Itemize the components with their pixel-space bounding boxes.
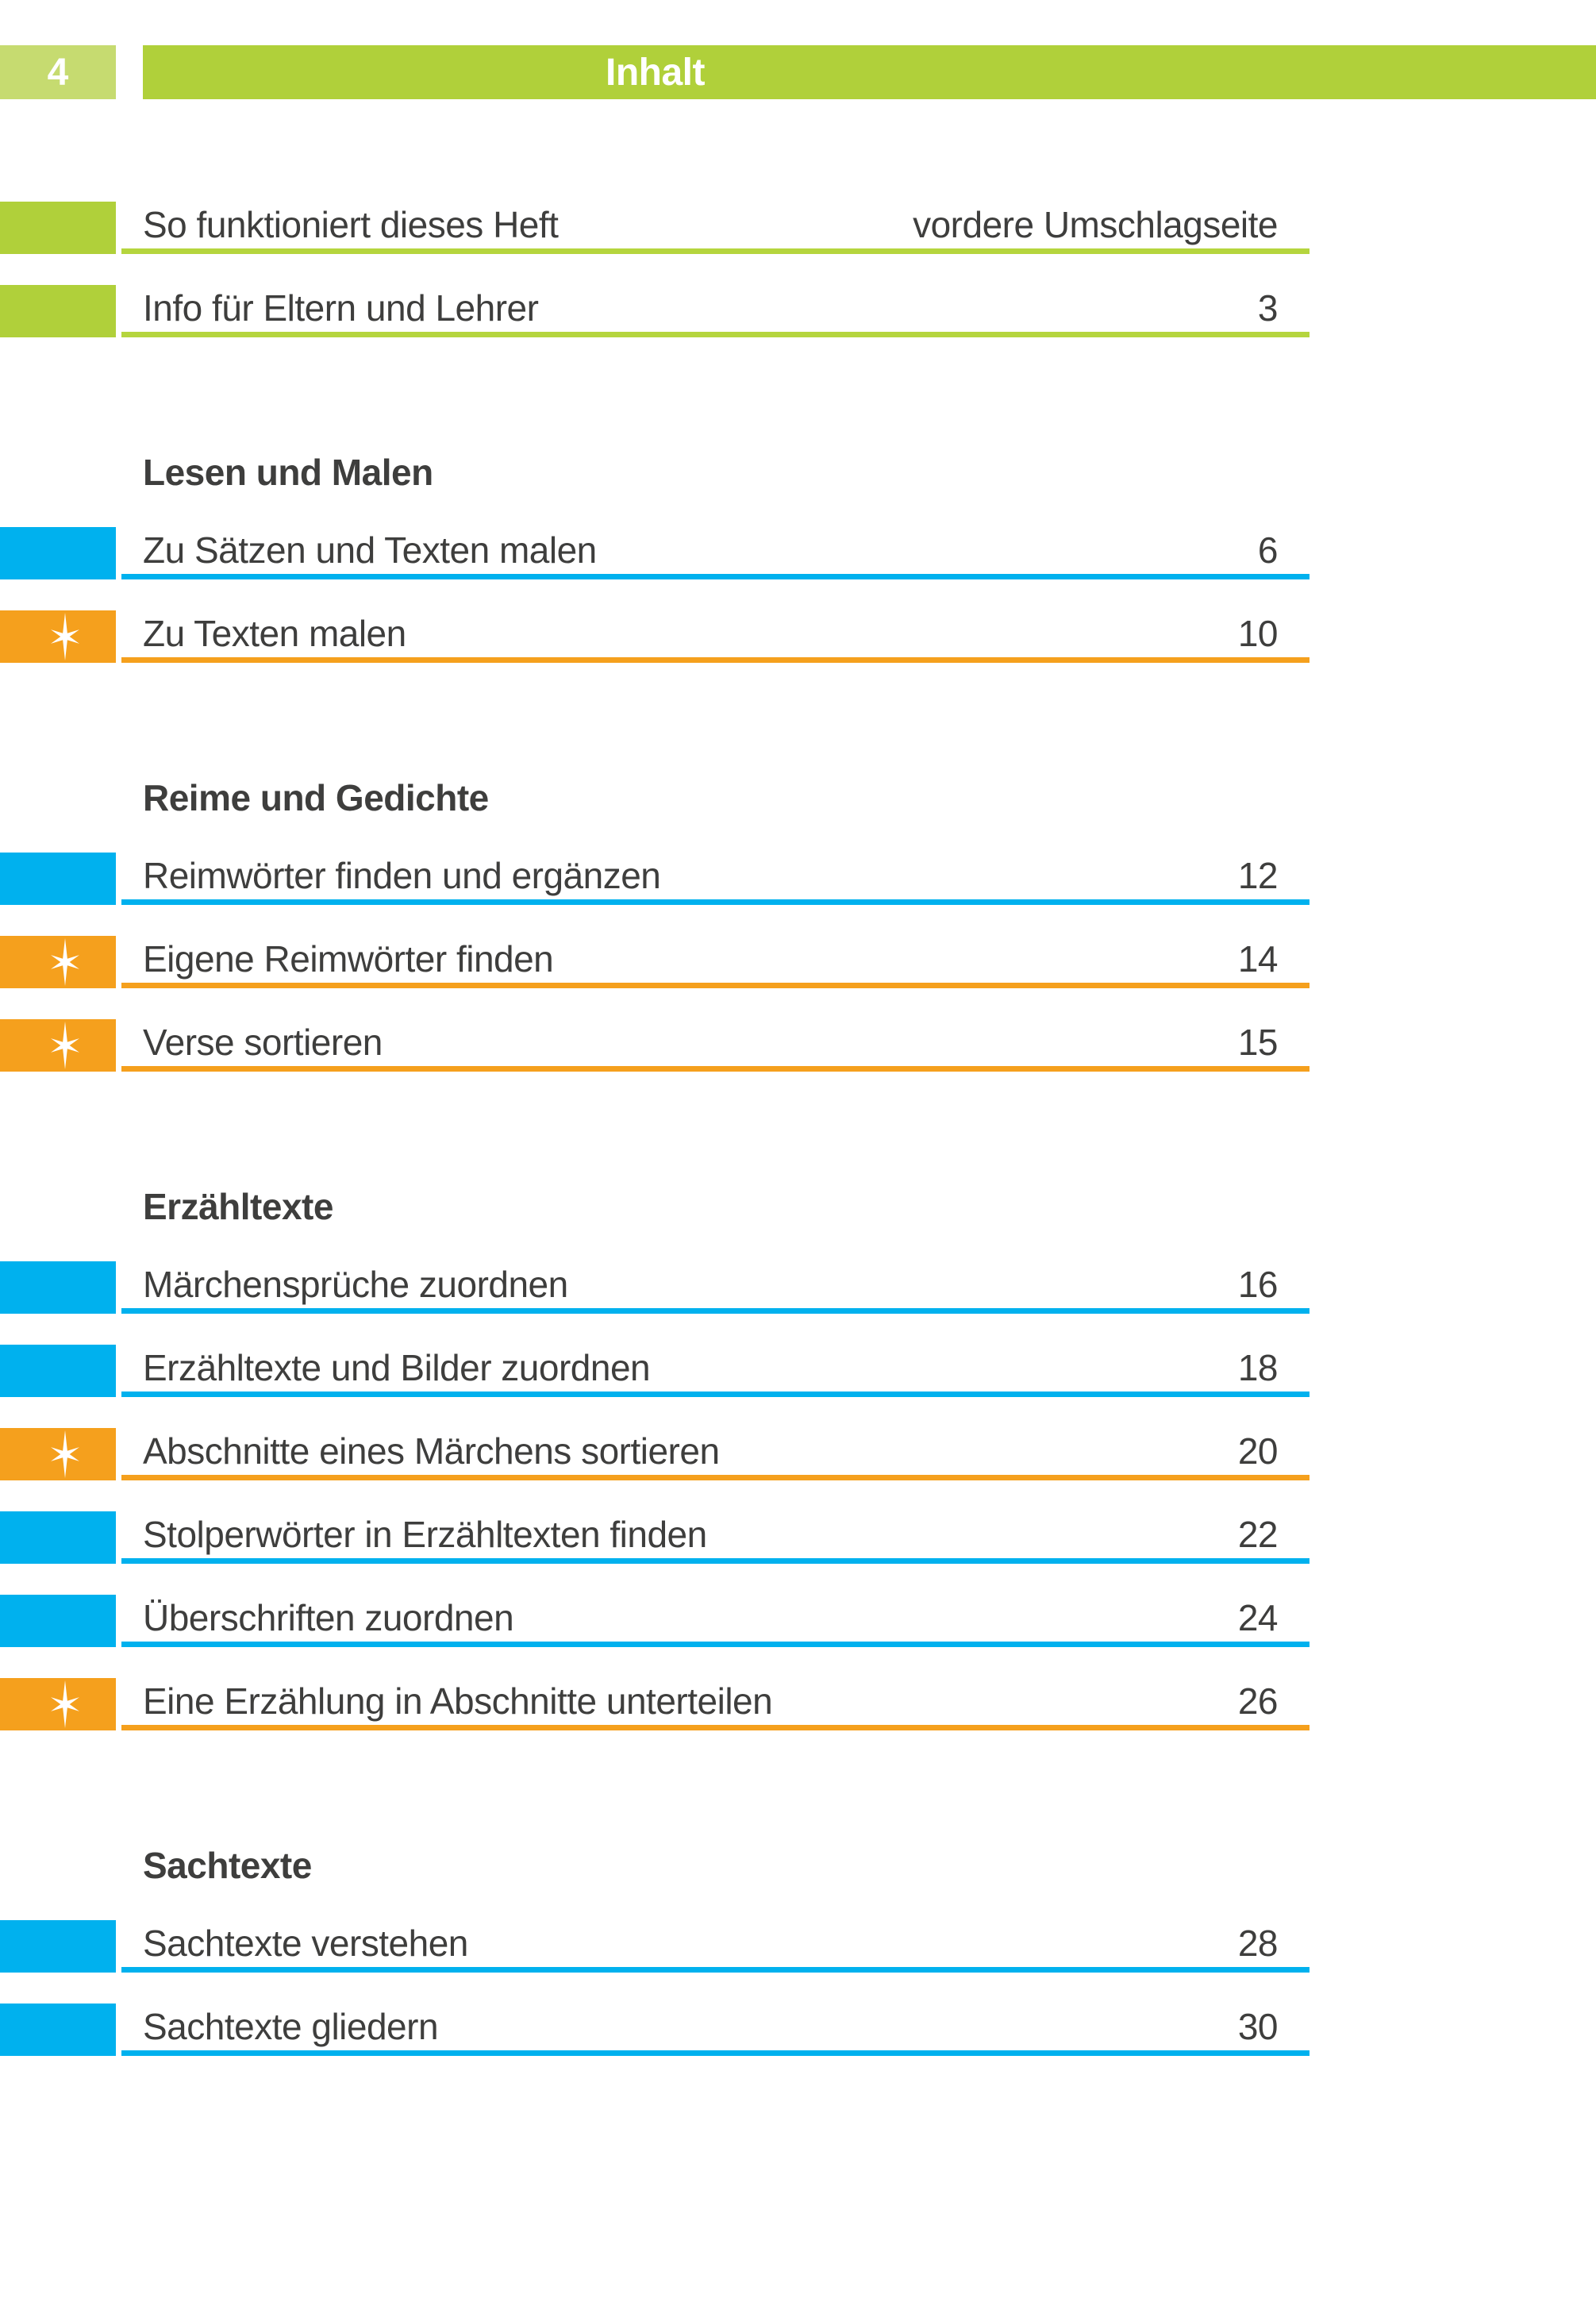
toc-section: Sachtexte Sachtexte verstehen 28 Sachtex… bbox=[0, 1761, 1596, 2087]
toc-entry-label: Überschriften zuordnen bbox=[143, 1597, 514, 1638]
toc-row: Märchensprüche zuordnen 16 bbox=[0, 1261, 1596, 1314]
page-container: { "page": { "number": "4", "title": "Inh… bbox=[0, 45, 1596, 2298]
row-underline bbox=[121, 1725, 1309, 1730]
toc-entry-page: 18 bbox=[1237, 1347, 1279, 1388]
toc-entry-label: Info für Eltern und Lehrer bbox=[143, 287, 539, 329]
toc-entry-label: Erzähltexte und Bilder zuordnen bbox=[143, 1347, 651, 1388]
toc-entry-label: Stolperwörter in Erzähltexten finden bbox=[143, 1514, 707, 1555]
header-bar bbox=[143, 45, 1596, 99]
toc-row: Erzähltexte und Bilder zuordnen 18 bbox=[0, 1345, 1596, 1397]
toc-section: So funktioniert dieses Heft vordere Umsc… bbox=[0, 99, 1596, 368]
row-underline bbox=[121, 2050, 1309, 2056]
toc-row: Eigene Reimwörter finden 14 bbox=[0, 936, 1596, 988]
starburst-icon bbox=[51, 1430, 79, 1479]
toc-entry-label: So funktioniert dieses Heft bbox=[143, 204, 559, 245]
toc-entry-page: 26 bbox=[1237, 1680, 1279, 1722]
starburst-icon bbox=[51, 1021, 79, 1070]
row-underline bbox=[121, 1308, 1309, 1314]
toc-entry-label: Märchensprüche zuordnen bbox=[143, 1264, 568, 1305]
toc-entry-label: Verse sortieren bbox=[143, 1022, 383, 1063]
toc-entry-page: 6 bbox=[1257, 529, 1279, 571]
row-underline bbox=[121, 332, 1309, 337]
section-heading: Lesen und Malen bbox=[143, 452, 433, 493]
row-underline bbox=[121, 657, 1309, 663]
section-heading: Reime und Gedichte bbox=[143, 777, 489, 818]
toc-entry-page: 10 bbox=[1237, 613, 1279, 654]
toc-row: Zu Sätzen und Texten malen 6 bbox=[0, 527, 1596, 579]
toc-entry-label: Sachtexte gliedern bbox=[143, 2006, 439, 2047]
row-underline bbox=[121, 574, 1309, 579]
color-block bbox=[0, 1678, 116, 1730]
starburst-icon bbox=[51, 937, 79, 987]
toc-section: Reime und Gedichte Reimwörter finden und… bbox=[0, 694, 1596, 1103]
toc-entry-page: 24 bbox=[1237, 1597, 1279, 1638]
starburst-icon bbox=[51, 612, 79, 661]
toc-row: Reimwörter finden und ergänzen 12 bbox=[0, 853, 1596, 905]
row-underline bbox=[121, 1392, 1309, 1397]
color-block bbox=[0, 1428, 116, 1480]
row-underline bbox=[121, 1642, 1309, 1647]
toc-entry-label: Reimwörter finden und ergänzen bbox=[143, 855, 661, 896]
toc-entry-page: 28 bbox=[1237, 1923, 1279, 1964]
color-block bbox=[0, 1261, 116, 1314]
color-block bbox=[0, 1920, 116, 1973]
toc-entry-label: Eine Erzählung in Abschnitte unterteilen bbox=[143, 1680, 773, 1722]
color-block bbox=[0, 1345, 116, 1397]
row-underline bbox=[121, 1967, 1309, 1973]
toc-entry-page: 15 bbox=[1237, 1022, 1279, 1063]
toc-row: Sachtexte gliedern 30 bbox=[0, 2004, 1596, 2056]
toc-row: Zu Texten malen 10 bbox=[0, 610, 1596, 663]
color-block bbox=[0, 2004, 116, 2056]
toc-entry-page: 22 bbox=[1237, 1514, 1279, 1555]
color-block bbox=[0, 1019, 116, 1072]
page-number-box: 4 bbox=[0, 45, 116, 99]
page-title: Inhalt bbox=[606, 51, 706, 94]
row-underline bbox=[121, 1558, 1309, 1564]
toc-row: Abschnitte eines Märchens sortieren 20 bbox=[0, 1428, 1596, 1480]
color-block bbox=[0, 610, 116, 663]
toc-row: So funktioniert dieses Heft vordere Umsc… bbox=[0, 202, 1596, 254]
toc-entry-page: 14 bbox=[1237, 938, 1279, 980]
color-block bbox=[0, 202, 116, 254]
toc-header: 4 Inhalt bbox=[0, 45, 1596, 99]
row-underline bbox=[121, 983, 1309, 988]
row-underline bbox=[121, 899, 1309, 905]
toc-entry-label: Abschnitte eines Märchens sortieren bbox=[143, 1430, 720, 1472]
section-heading: Erzähltexte bbox=[143, 1186, 333, 1227]
toc: So funktioniert dieses Heft vordere Umsc… bbox=[0, 99, 1596, 2087]
toc-row: Überschriften zuordnen 24 bbox=[0, 1595, 1596, 1647]
toc-entry-label: Eigene Reimwörter finden bbox=[143, 938, 554, 980]
color-block bbox=[0, 527, 116, 579]
color-block bbox=[0, 1595, 116, 1647]
toc-entry-page: 30 bbox=[1237, 2006, 1279, 2047]
section-heading: Sachtexte bbox=[143, 1845, 312, 1886]
toc-entry-label: Zu Texten malen bbox=[143, 613, 406, 654]
starburst-icon bbox=[51, 1680, 79, 1729]
toc-row: Sachtexte verstehen 28 bbox=[0, 1920, 1596, 1973]
toc-row: Info für Eltern und Lehrer 3 bbox=[0, 285, 1596, 337]
color-block bbox=[0, 1511, 116, 1564]
toc-entry-page: 16 bbox=[1237, 1264, 1279, 1305]
toc-row: Verse sortieren 15 bbox=[0, 1019, 1596, 1072]
color-block bbox=[0, 285, 116, 337]
toc-entry-page: 12 bbox=[1237, 855, 1279, 896]
toc-section: Lesen und Malen Zu Sätzen und Texten mal… bbox=[0, 368, 1596, 694]
toc-entry-page: vordere Umschlagseite bbox=[913, 204, 1278, 245]
color-block bbox=[0, 936, 116, 988]
toc-row: Stolperwörter in Erzähltexten finden 22 bbox=[0, 1511, 1596, 1564]
toc-row: Eine Erzählung in Abschnitte unterteilen… bbox=[0, 1678, 1596, 1730]
page-number: 4 bbox=[47, 51, 69, 94]
row-underline bbox=[121, 248, 1309, 254]
toc-entry-page: 3 bbox=[1257, 287, 1279, 329]
row-underline bbox=[121, 1475, 1309, 1480]
toc-entry-label: Zu Sätzen und Texten malen bbox=[143, 529, 597, 571]
toc-section: Erzähltexte Märchensprüche zuordnen 16 E… bbox=[0, 1103, 1596, 1761]
toc-entry-page: 20 bbox=[1237, 1430, 1279, 1472]
row-underline bbox=[121, 1066, 1309, 1072]
color-block bbox=[0, 853, 116, 905]
toc-entry-label: Sachtexte verstehen bbox=[143, 1923, 468, 1964]
